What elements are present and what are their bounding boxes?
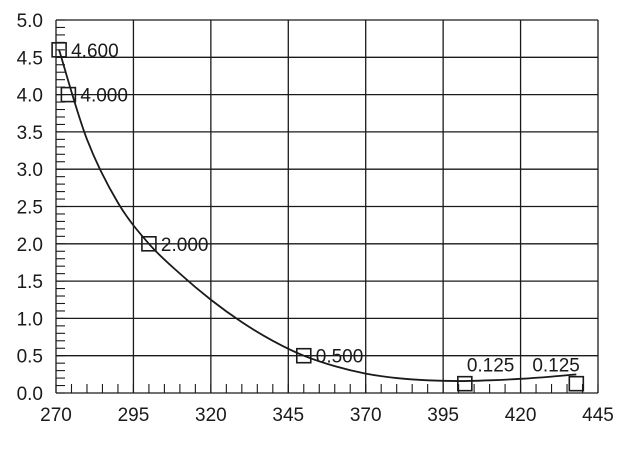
grid	[55, 19, 599, 394]
data-label: 0.500	[316, 347, 364, 368]
data-point-marker	[295, 347, 312, 364]
data-label: 2.000	[161, 235, 209, 256]
x-tick-labels: 270 295 320 345 370 395 420 445	[40, 405, 614, 426]
y-tick-label: 4.5	[17, 48, 43, 69]
y-tick-label: 3.5	[17, 123, 43, 144]
data-label: 0.125	[532, 356, 580, 377]
y-tick-label: 1.5	[17, 272, 43, 293]
y-tick-label: 0.5	[17, 347, 43, 368]
series-line	[58, 49, 577, 382]
y-tick-label: 2.0	[17, 235, 43, 256]
data-point-marker	[457, 375, 473, 392]
x-tick-label: 445	[582, 405, 614, 426]
x-tick-label: 320	[195, 405, 227, 426]
x-tick-label: 345	[272, 405, 304, 426]
data-label: 0.125	[467, 356, 515, 377]
x-tick-label: 370	[350, 405, 382, 426]
y-tick-label: 4.0	[17, 86, 43, 107]
data-point-marker	[568, 375, 585, 392]
data-point-marker	[51, 42, 67, 58]
data-point-marker	[60, 86, 77, 103]
y-tick-label: 1.0	[17, 309, 43, 330]
x-tick-label: 395	[427, 405, 459, 426]
y-tick-labels: 0.0 0.5 1.0 1.5 2.0 2.5 3.0 3.5 4.0 4.5 5.0	[17, 11, 43, 405]
x-tick-label: 295	[118, 405, 150, 426]
x-tick-label: 270	[40, 405, 72, 426]
data-points	[51, 42, 585, 392]
y-tick-label: 3.0	[17, 160, 43, 181]
y-tick-label: 0.0	[17, 384, 43, 405]
y-tick-label: 2.5	[17, 198, 43, 219]
data-label: 4.000	[80, 86, 128, 107]
data-labels: 4.600 4.000 2.000 0.500 0.125 0.125	[71, 41, 580, 377]
y-tick-label: 5.0	[17, 11, 43, 32]
data-point-marker	[141, 236, 157, 252]
data-label: 4.600	[71, 41, 119, 62]
x-tick-label: 420	[505, 405, 537, 426]
